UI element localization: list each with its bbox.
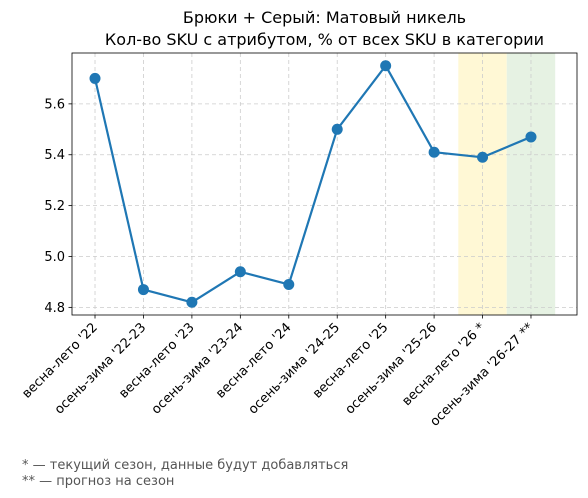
y-tick-label: 5.2 — [44, 199, 65, 214]
x-tick-label: осень-зима '23-24 — [149, 320, 246, 417]
series — [89, 60, 537, 308]
data-point — [525, 131, 537, 143]
y-tick-label: 5.0 — [44, 250, 65, 265]
data-point — [186, 296, 198, 308]
axis-ticks — [68, 103, 532, 319]
x-tick-label: осень-зима '22-23 — [52, 320, 149, 417]
data-point — [234, 266, 246, 278]
series-line — [93, 64, 532, 304]
y-tick-labels: 4.8 5.0 5.2 5.4 5.6 — [44, 97, 65, 315]
data-point — [283, 278, 295, 290]
highlight-band-forecast — [506, 53, 556, 315]
plot-frame — [71, 52, 578, 316]
data-point — [428, 146, 440, 158]
highlight-band-current-season — [458, 53, 507, 315]
data-point — [380, 60, 392, 72]
data-point — [137, 284, 149, 296]
y-tick-label: 4.8 — [44, 301, 65, 316]
x-tick-label: осень-зима '24-25 — [246, 320, 343, 417]
data-point — [89, 72, 101, 84]
grid — [72, 53, 577, 315]
x-tick-label: осень-зима '25-26 — [343, 320, 440, 417]
highlight-bands — [458, 53, 556, 315]
chart-subtitle: Кол-во SKU с атрибутом, % от всех SKU в … — [105, 30, 544, 49]
footnote-current-season: * — текущий сезон, данные будут добавлят… — [22, 458, 348, 473]
chart-title: Брюки + Серый: Матовый никель — [183, 8, 466, 27]
data-point — [331, 123, 343, 135]
footnote-forecast: ** — прогноз на сезон — [22, 474, 174, 489]
x-tick-label: весна-лето '26 * — [399, 320, 488, 409]
y-tick-label: 5.4 — [44, 148, 65, 163]
data-point — [477, 151, 489, 163]
y-tick-label: 5.6 — [44, 97, 65, 112]
